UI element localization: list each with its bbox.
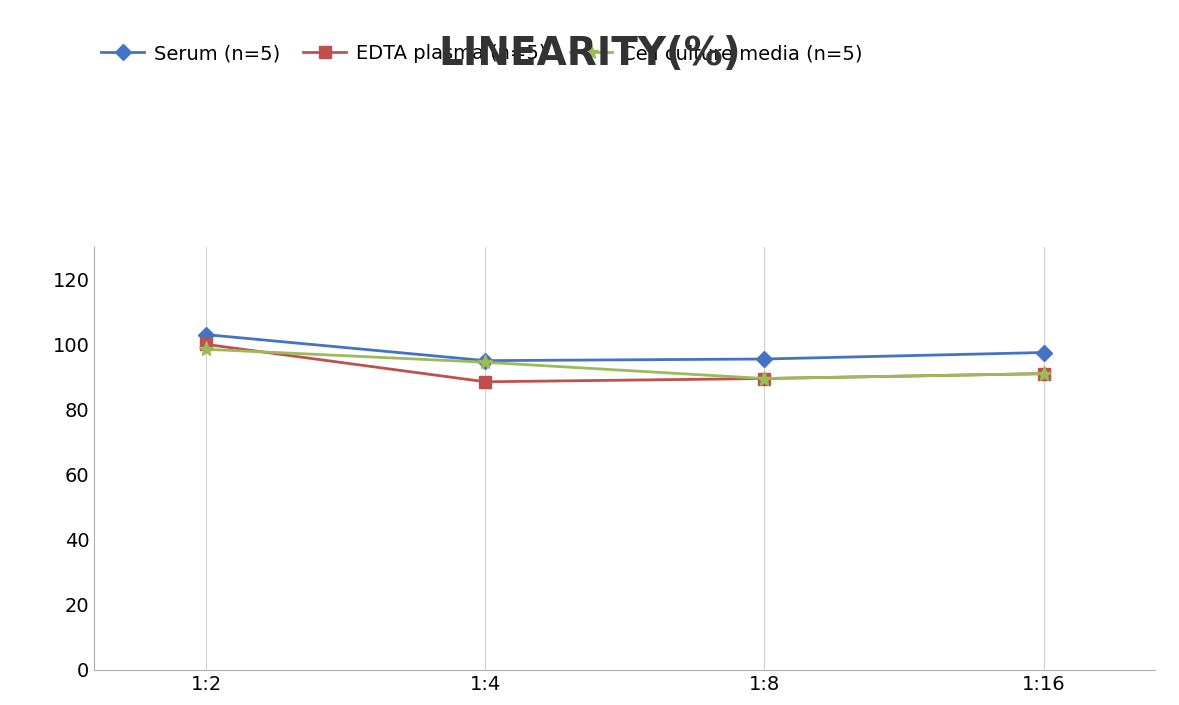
Cell culture media (n=5) [479, 358, 493, 367]
EDTA plasma (n=5) [199, 340, 213, 348]
Serum (n=5) [479, 357, 493, 365]
EDTA plasma (n=5) [757, 374, 771, 383]
Text: LINEARITY(%): LINEARITY(%) [439, 35, 740, 73]
Cell culture media (n=5) [199, 345, 213, 353]
EDTA plasma (n=5) [479, 378, 493, 386]
Line: Serum (n=5): Serum (n=5) [200, 329, 1049, 366]
Serum (n=5) [1036, 348, 1050, 357]
EDTA plasma (n=5) [1036, 369, 1050, 378]
Cell culture media (n=5) [757, 374, 771, 383]
Serum (n=5) [199, 331, 213, 339]
Cell culture media (n=5) [1036, 369, 1050, 378]
Serum (n=5) [757, 355, 771, 363]
Line: EDTA plasma (n=5): EDTA plasma (n=5) [200, 339, 1049, 387]
Line: Cell culture media (n=5): Cell culture media (n=5) [198, 342, 1052, 386]
Legend: Serum (n=5), EDTA plasma (n=5), Cell culture media (n=5): Serum (n=5), EDTA plasma (n=5), Cell cul… [93, 37, 870, 71]
